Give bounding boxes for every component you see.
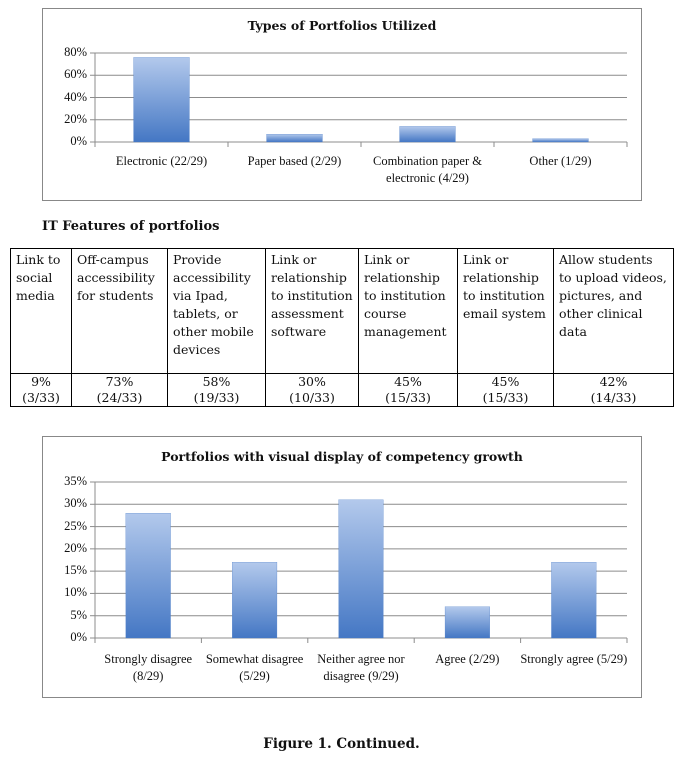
- cell-percent: 42%: [599, 374, 628, 389]
- y-tick-label: 25%: [64, 518, 87, 533]
- cell-count: (15/33): [482, 390, 529, 405]
- bar: [232, 562, 278, 639]
- x-tick-label: Electronic (22/29): [115, 154, 208, 168]
- value-cell: 30% (10/33): [265, 373, 359, 407]
- header-cell: Link or relationship to institution emai…: [457, 248, 554, 374]
- bar: [266, 134, 323, 143]
- x-tick-label: Paper based (2/29): [247, 154, 342, 168]
- x-tick-label: Other (1/29): [529, 154, 592, 168]
- bar: [125, 513, 171, 639]
- value-cell: 45% (15/33): [457, 373, 554, 407]
- cell-count: (19/33): [193, 390, 240, 405]
- bar: [444, 606, 490, 639]
- chart-frame: [42, 436, 642, 698]
- x-tick-label: Strongly disagree (8/29): [104, 652, 193, 683]
- cell-count: (15/33): [385, 390, 431, 405]
- value-cell: 45% (15/33): [358, 373, 458, 407]
- features-table: Link to social media Off-campus accessibi…: [10, 248, 674, 407]
- bar: [551, 562, 597, 639]
- cell-count: (24/33): [96, 390, 143, 405]
- y-tick-label: 10%: [64, 585, 87, 600]
- y-tick-label: 0%: [70, 134, 87, 148]
- bar: [338, 499, 384, 639]
- y-tick-label: 20%: [64, 111, 87, 126]
- x-tick-label: Somewhat disagree (5/29): [205, 652, 304, 683]
- cell-percent: 58%: [202, 374, 231, 389]
- x-tick-label: Neither agree nor disagree (9/29): [317, 652, 405, 683]
- bar: [399, 126, 456, 143]
- y-tick-label: 0%: [70, 630, 87, 644]
- header-cell: Allow students to upload videos, picture…: [553, 248, 674, 374]
- y-tick-label: 15%: [64, 563, 87, 578]
- figure-caption: Figure 1. Continued.: [263, 736, 420, 752]
- bar: [532, 138, 589, 143]
- cell-percent: 9%: [31, 374, 51, 389]
- cell-count: (3/33): [22, 390, 60, 405]
- chart-frame: [42, 8, 642, 201]
- header-row: Link to social media Off-campus accessibi…: [10, 248, 674, 374]
- cell-percent: 45%: [491, 374, 520, 389]
- y-tick-label: 5%: [70, 607, 87, 622]
- cell-count: (14/33): [590, 390, 637, 405]
- y-tick-label: 60%: [64, 67, 87, 82]
- x-tick-label: Agree (2/29): [435, 652, 500, 666]
- y-tick-label: 40%: [64, 89, 87, 104]
- cell-percent: 73%: [105, 374, 134, 389]
- header-cell: Link to social media: [10, 248, 72, 374]
- cell-count: (10/33): [289, 390, 335, 405]
- cell-percent: 45%: [394, 374, 422, 389]
- header-cell: Provide accessibility via Ipad, tablets,…: [167, 248, 266, 374]
- bar: [133, 57, 190, 143]
- value-cell: 73% (24/33): [71, 373, 168, 407]
- cell-percent: 30%: [298, 374, 326, 389]
- table-title: IT Features of portfolios: [42, 219, 220, 234]
- value-cell: 58% (19/33): [167, 373, 266, 407]
- y-tick-label: 35%: [64, 474, 87, 488]
- value-cell: 42% (14/33): [553, 373, 674, 407]
- header-cell: Link or relationship to institution asse…: [265, 248, 359, 374]
- y-tick-label: 20%: [64, 540, 87, 555]
- chart-title: Portfolios with visual display of compet…: [161, 449, 523, 464]
- y-tick-label: 80%: [64, 45, 87, 59]
- y-tick-label: 30%: [64, 496, 87, 511]
- header-cell: Link or relationship to institution cour…: [358, 248, 458, 374]
- chart-title: Types of Portfolios Utilized: [247, 18, 437, 33]
- header-cell: Off-campus accessibility for students: [71, 248, 168, 374]
- x-tick-label: Strongly agree (5/29): [520, 652, 628, 666]
- value-cell: 9% (3/33): [10, 373, 72, 407]
- x-tick-label: Combination paper & electronic (4/29): [372, 154, 482, 185]
- value-row: 9% (3/33) 73% (24/33) 58% (19/33) 30% (10/33) 45…: [10, 373, 674, 407]
